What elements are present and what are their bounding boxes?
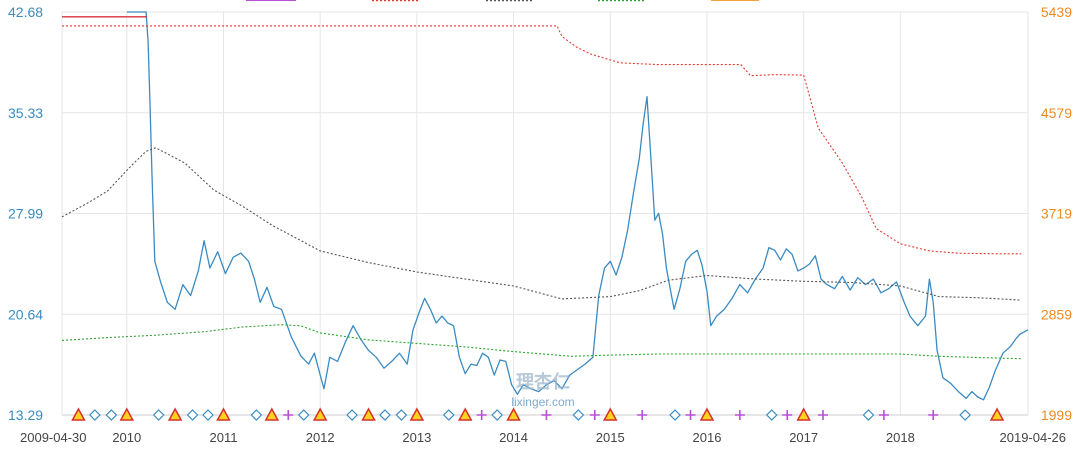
left-tick-label: 27.99 [8, 206, 43, 222]
marker-plus [928, 410, 939, 420]
right-axis: 5439 4579 3719 2859 1999 [1041, 4, 1072, 423]
marker-diamond [862, 409, 875, 421]
marker-diamond [186, 409, 199, 421]
watermark-url: lixinger.com [511, 395, 574, 409]
x-tick-label: 2009-04-30 [20, 430, 87, 445]
marker-diamond [346, 409, 358, 421]
legend-swatch-purple [246, 0, 296, 1]
marker-triangle [989, 407, 1005, 421]
marker-diamond [395, 409, 408, 421]
x-tick-label: 2012 [306, 430, 335, 445]
marker-triangle [71, 407, 86, 421]
legend-swatch-orange [711, 0, 759, 1]
x-tick-label: 2018 [886, 430, 915, 445]
marker-diamond [297, 409, 310, 421]
marker-diamond [669, 409, 681, 421]
marker-plus [685, 410, 696, 420]
x-tick-label: 2010 [112, 430, 141, 445]
right-tick-label: 3719 [1041, 206, 1072, 222]
x-tick-label: 2019-04-26 [1000, 430, 1067, 445]
series-line-0 [126, 11, 1029, 401]
x-axis: 2009-04-30 2010 2011 2012 2013 2014 2015 2016 20… [20, 430, 1066, 445]
watermark-title: 理杏仁 [516, 371, 570, 393]
marker-triangle [312, 407, 328, 421]
marker-diamond [442, 409, 455, 421]
event-markers [71, 407, 1005, 421]
marker-diamond [89, 409, 101, 421]
marker-triangle [603, 407, 618, 421]
x-tick-label: 2014 [499, 430, 528, 445]
right-tick-label: 2859 [1041, 306, 1072, 322]
legend [246, 0, 759, 2]
marker-diamond [105, 409, 118, 421]
left-axis: 42.68 35.33 27.99 20.64 13.29 [8, 4, 43, 423]
marker-diamond [765, 409, 778, 421]
marker-plus [637, 410, 648, 420]
marker-triangle [409, 407, 425, 421]
marker-triangle [167, 407, 183, 421]
left-tick-label: 35.33 [8, 105, 43, 121]
marker-plus [283, 410, 294, 420]
x-tick-label: 2016 [693, 430, 722, 445]
marker-triangle [699, 407, 715, 421]
series-line-3 [61, 147, 1022, 301]
marker-triangle [264, 407, 280, 421]
x-tick-label: 2011 [209, 430, 237, 445]
marker-diamond [250, 409, 263, 421]
marker-plus [782, 410, 793, 420]
left-tick-label: 20.64 [8, 306, 43, 322]
marker-plus [734, 410, 745, 420]
marker-triangle [119, 407, 135, 421]
marker-diamond [379, 409, 391, 421]
left-tick-label: 42.68 [8, 4, 43, 20]
right-tick-label: 4579 [1041, 105, 1072, 121]
marker-plus [818, 410, 829, 420]
marker-diamond [202, 409, 214, 421]
marker-triangle [457, 407, 473, 421]
left-tick-label: 13.29 [8, 407, 43, 423]
right-tick-label: 1999 [1041, 407, 1072, 423]
marker-triangle [216, 407, 231, 421]
right-tick-label: 5439 [1041, 4, 1072, 20]
marker-triangle [506, 407, 521, 421]
x-tick-label: 2015 [596, 430, 625, 445]
marker-plus [541, 410, 552, 420]
marker-triangle [796, 407, 811, 421]
marker-diamond [959, 409, 971, 421]
marker-diamond [491, 409, 503, 421]
marker-plus [589, 410, 600, 420]
marker-diamond [152, 409, 165, 421]
x-tick-label: 2013 [402, 430, 431, 445]
marker-plus [878, 410, 889, 420]
marker-diamond [572, 409, 585, 421]
marker-triangle [361, 407, 376, 421]
watermark: 理杏仁 lixinger.com [511, 371, 574, 409]
marker-plus [476, 410, 487, 420]
series-line-4 [61, 324, 1022, 360]
series-layer [61, 11, 1029, 401]
x-tick-label: 2017 [789, 430, 818, 445]
